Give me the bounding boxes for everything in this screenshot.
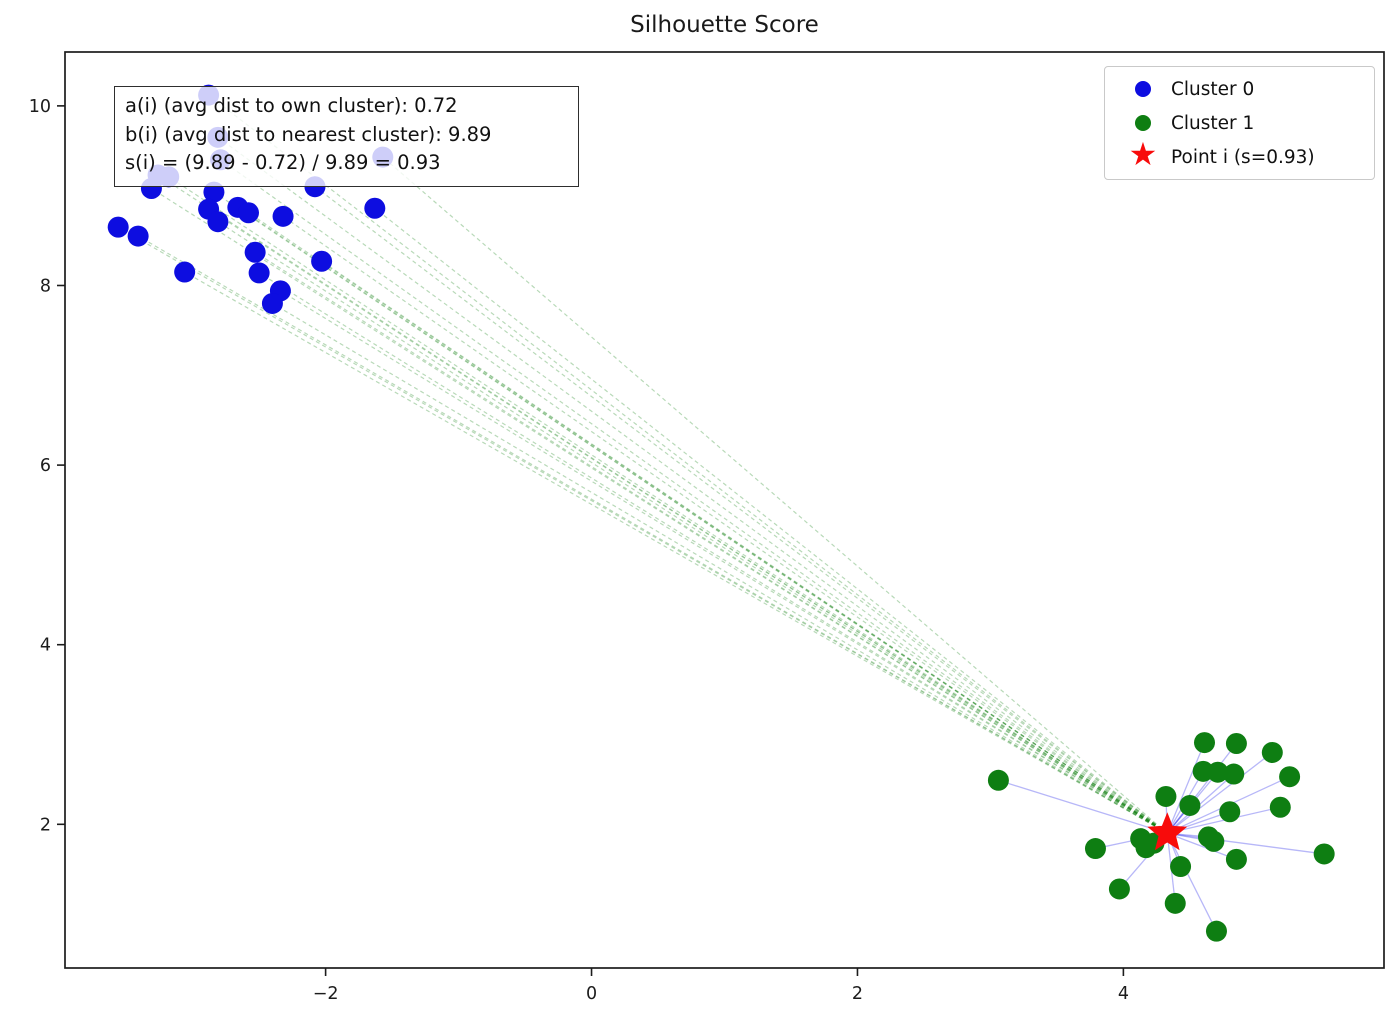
legend-marker-cell — [1115, 115, 1171, 131]
cluster0-point — [261, 292, 283, 314]
annotation-line-s: s(i) = (9.89 - 0.72) / 9.89 = 0.93 — [125, 151, 441, 175]
cluster1-dot-icon — [1135, 115, 1151, 131]
y-tick-label: 6 — [40, 456, 51, 476]
cluster0-dot-icon — [1135, 81, 1151, 97]
legend-label-cluster0: Cluster 0 — [1171, 78, 1255, 100]
connector-line-dashed — [314, 186, 1168, 834]
cluster1-point — [1279, 766, 1301, 788]
legend-label-cluster1: Cluster 1 — [1171, 112, 1255, 134]
annotation-box: a(i) (avg dist to own cluster): 0.72 b(i… — [114, 86, 579, 187]
cluster0-point — [127, 225, 149, 247]
cluster1-point — [1179, 794, 1201, 816]
connector-line-dashed — [272, 302, 1168, 834]
cluster0-point — [237, 202, 259, 224]
legend-marker-cell: ★ — [1115, 135, 1171, 173]
connector-line-dashed — [117, 226, 1168, 834]
x-tick-label: −2 — [313, 984, 339, 1004]
legend: Cluster 0 Cluster 1 ★ Point i (s=0.93) — [1104, 66, 1375, 180]
annotation-line-b: b(i) (avg dist to nearest cluster): 9.89 — [125, 122, 492, 146]
cluster0-point — [248, 262, 270, 284]
cluster1-point — [1084, 838, 1106, 860]
connector-line-dashed — [217, 136, 1168, 834]
legend-item-point-i: ★ Point i (s=0.93) — [1115, 135, 1374, 174]
legend-item-cluster1: Cluster 1 — [1115, 106, 1374, 140]
connector-line-dashed — [374, 207, 1168, 834]
cluster1-point — [1193, 732, 1215, 754]
cluster1-point — [1219, 801, 1241, 823]
y-tick-label: 8 — [40, 276, 51, 296]
cluster0-point — [207, 211, 229, 233]
annotation-line-a: a(i) (avg dist to own cluster): 0.72 — [125, 94, 458, 117]
connector-line-dashed — [168, 176, 1168, 834]
legend-item-cluster0: Cluster 0 — [1115, 72, 1374, 106]
connector-line-dashed — [254, 251, 1168, 834]
connector-line-dashed — [151, 187, 1168, 834]
cluster1-point — [1164, 892, 1186, 914]
connector-line-dashed — [258, 272, 1168, 834]
connector-line-solid — [1166, 743, 1237, 834]
x-tick-label: 4 — [1118, 984, 1129, 1004]
cluster0-point — [272, 205, 294, 227]
connector-line-solid — [998, 779, 1168, 834]
cluster1-point — [1225, 732, 1247, 754]
point-i-star-marker — [1147, 812, 1188, 851]
connector-line-dashed — [213, 191, 1168, 834]
connector-line-dashed — [184, 271, 1168, 834]
legend-label-point-i: Point i (s=0.93) — [1171, 146, 1315, 168]
cluster1-point — [1155, 785, 1177, 807]
cluster1-point — [1170, 856, 1192, 878]
legend-marker-cell — [1115, 81, 1171, 97]
cluster0-point — [174, 261, 196, 283]
connector-line-dashed — [220, 159, 1168, 834]
y-tick-label: 10 — [29, 97, 51, 117]
connector-line-dashed — [280, 290, 1168, 834]
connector-line-dashed — [137, 235, 1168, 834]
y-tick-label: 2 — [40, 815, 51, 835]
connector-line-dashed — [208, 94, 1168, 834]
connector-line-solid — [1167, 832, 1325, 855]
cluster1-point — [1225, 848, 1247, 870]
cluster1-point — [1203, 830, 1225, 852]
connector-line-dashed — [157, 174, 1168, 834]
connector-line-solid — [1166, 742, 1206, 834]
connector-line-dashed — [217, 221, 1168, 834]
cluster1-point — [1108, 878, 1130, 900]
connector-line-dashed — [382, 156, 1168, 834]
x-tick-label: 0 — [586, 984, 597, 1004]
connector-line-dashed — [321, 260, 1168, 834]
connector-line-dashed — [282, 215, 1168, 834]
plot-border — [64, 51, 1385, 969]
cluster1-point — [987, 769, 1009, 791]
cluster0-point — [311, 250, 333, 272]
cluster1-point — [1313, 843, 1335, 865]
cluster0-point — [107, 216, 129, 238]
cluster1-point — [1207, 761, 1229, 783]
connector-line-dashed — [248, 212, 1168, 834]
connector-line-solid — [1167, 832, 1237, 860]
cluster1-point — [1223, 763, 1245, 785]
chart-title: Silhouette Score — [630, 12, 819, 38]
y-tick-label: 4 — [40, 636, 51, 656]
connector-line-solid — [1166, 773, 1235, 834]
cluster1-point — [1269, 796, 1291, 818]
connector-line-dashed — [208, 208, 1168, 834]
cluster0-point — [244, 241, 266, 263]
connector-line-solid — [1166, 751, 1273, 834]
connector-line-solid — [1166, 833, 1218, 932]
cluster1-point — [1205, 920, 1227, 942]
point-i-star-icon: ★ — [1128, 135, 1158, 173]
cluster0-point — [364, 197, 386, 219]
cluster1-point — [1261, 741, 1283, 763]
x-tick-label: 2 — [852, 984, 863, 1004]
